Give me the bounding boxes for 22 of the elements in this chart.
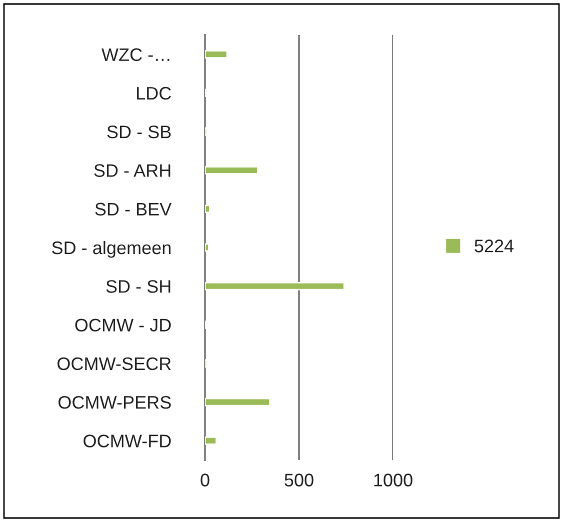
x-tick-label: 500 <box>284 474 314 486</box>
y-tick-label: SD - BEV <box>95 202 172 216</box>
bar <box>205 166 258 174</box>
y-tick-label: OCMW-SECR <box>57 357 171 370</box>
y-tick-label: WZC -… <box>102 48 170 62</box>
y-tick-label: OCMW - JD <box>75 318 171 332</box>
y-tick-label: SD - algemeen <box>52 240 170 258</box>
y-tick-label: SD - ARH <box>94 164 170 177</box>
x-tick-label: 0 <box>200 474 210 486</box>
y-tick-label: OCMW-PERS <box>58 396 171 409</box>
legend-label: 5224 <box>474 240 514 252</box>
bar <box>205 243 210 252</box>
x-tick-label: 1000 <box>374 474 412 486</box>
bar <box>205 398 271 406</box>
bar <box>205 282 345 290</box>
y-tick-label: SD - SH <box>106 280 170 293</box>
bar <box>205 436 217 445</box>
bar <box>205 204 210 214</box>
bar <box>205 50 228 58</box>
y-tick-label: OCMW-FD <box>84 434 171 448</box>
y-tick-label: SD - SB <box>107 126 171 138</box>
y-tick-label: LDC <box>137 86 171 100</box>
